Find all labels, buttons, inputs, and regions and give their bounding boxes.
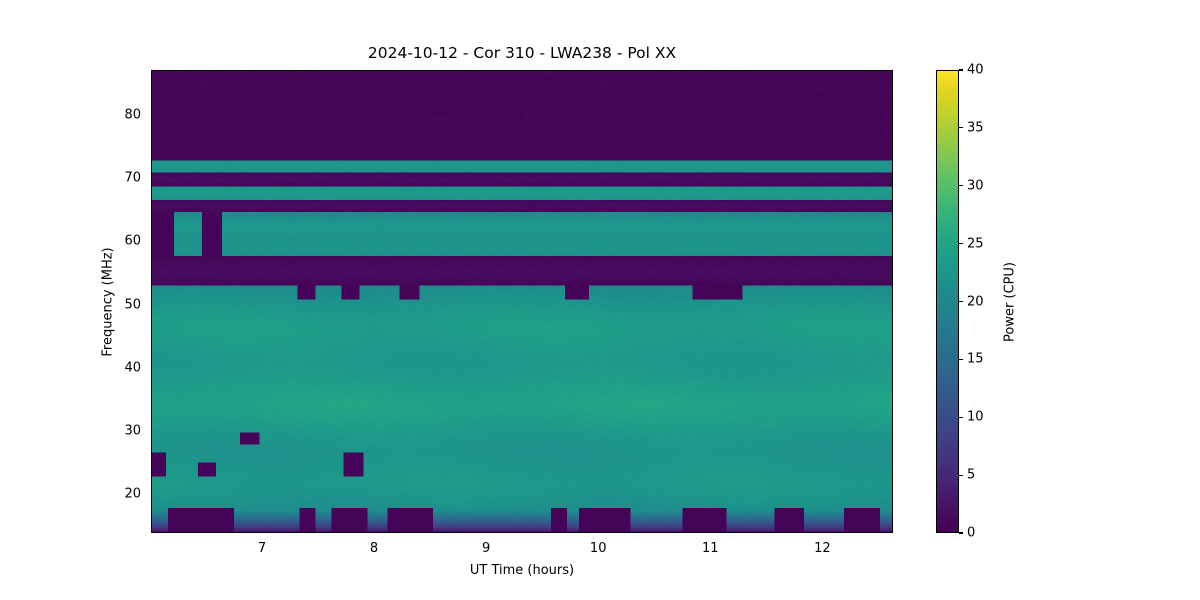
y-tick-mark [151,495,152,496]
colorbar-gradient [937,71,958,532]
y-axis-label: Frequency (MHz) [100,246,116,357]
colorbar-tick-label: 35 [967,120,984,136]
y-tick-mark [151,242,152,243]
x-tick-mark [487,532,488,533]
colorbar-tick-mark [959,474,964,476]
y-tick-label: 50 [124,297,141,313]
y-tick-label: 30 [124,423,141,439]
colorbar-tick-mark [959,243,964,245]
x-tick-mark [599,532,600,533]
colorbar-label: Power (CPU) [1002,261,1018,342]
x-tick-mark [823,532,824,533]
x-tick-label: 11 [702,541,719,556]
x-tick-mark [262,532,263,533]
x-tick-label: 9 [481,541,491,556]
y-tick-label: 20 [124,486,141,502]
y-tick-mark [151,432,152,433]
colorbar-tick-label: 0 [967,525,976,541]
y-tick-mark [151,305,152,306]
y-tick-label: 70 [124,170,141,186]
x-tick-label: 7 [257,541,267,556]
y-tick-label: 80 [124,107,141,123]
x-tick-label: 10 [589,541,607,556]
x-tick-mark [374,532,375,533]
x-axis-label: UT Time (hours) [469,563,575,578]
colorbar-tick-mark [959,127,964,129]
colorbar-tick-label: 5 [967,467,976,483]
y-tick-label: 40 [124,360,141,376]
colorbar-tick-mark [959,300,964,303]
spectrogram-axes [151,70,893,533]
colorbar-tick-label: 10 [967,409,984,425]
x-tick-label: 12 [814,541,831,556]
y-tick-label: 60 [124,233,141,249]
colorbar-tick-mark [959,69,964,71]
colorbar-axes [936,70,959,533]
plot-title: 2024-10-12 - Cor 310 - LWA238 - Pol XX [367,44,677,62]
dynamic-spectrum-heatmap [152,71,892,532]
y-tick-mark [151,115,152,116]
colorbar-tick-label: 15 [967,351,984,367]
y-tick-mark [151,368,152,369]
colorbar-tick-mark [959,358,964,360]
colorbar-tick-mark [959,532,964,534]
colorbar-tick-label: 20 [967,294,984,309]
colorbar-tick-label: 25 [967,236,984,252]
colorbar-tick-label: 40 [967,62,984,78]
colorbar-tick-mark [959,185,964,187]
y-tick-mark [151,179,152,180]
x-tick-mark [711,532,712,533]
colorbar-tick-label: 30 [967,178,984,194]
colorbar-tick-mark [959,416,964,418]
x-tick-label: 8 [369,541,379,556]
